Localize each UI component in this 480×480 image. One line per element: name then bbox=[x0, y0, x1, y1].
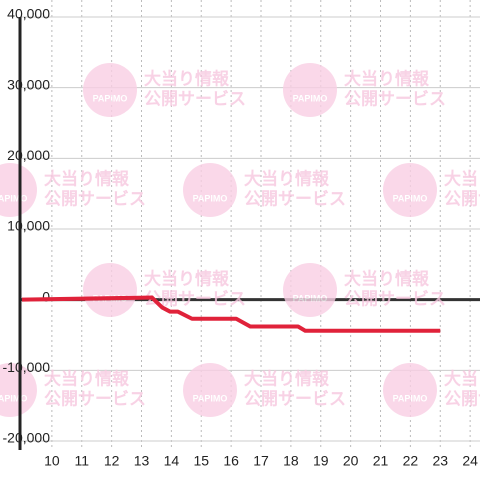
watermark-text: 大当り情報 bbox=[144, 268, 230, 288]
watermark-text: 公開サービス bbox=[144, 289, 246, 308]
y-tick-label: 0 bbox=[42, 288, 50, 304]
watermark-logo bbox=[183, 163, 237, 217]
x-tick-label: 12 bbox=[104, 453, 120, 469]
watermark-logo-text: PAPIMO bbox=[93, 93, 128, 103]
watermark-logo bbox=[83, 63, 137, 117]
watermark-text: 公開サービス bbox=[44, 389, 146, 408]
x-tick-label: 11 bbox=[74, 453, 89, 469]
watermark-text: 公開サービス bbox=[44, 189, 146, 208]
watermark-text: 公開サービス bbox=[244, 389, 346, 408]
watermark-logo-text: PAPIMO bbox=[293, 293, 328, 303]
x-tick-label: 21 bbox=[373, 453, 389, 469]
y-tick-label: 40,000 bbox=[7, 6, 50, 22]
y-tick-label: 10,000 bbox=[7, 218, 50, 234]
watermark-text: 大当り情報 bbox=[44, 168, 130, 188]
x-tick-label: 23 bbox=[432, 453, 448, 469]
watermark-logo-text: PAPIMO bbox=[393, 393, 428, 403]
watermark-logo bbox=[0, 363, 37, 417]
watermark-logo-text: PAPIMO bbox=[193, 193, 228, 203]
watermark-text: 大当り情報 bbox=[244, 368, 330, 388]
watermark: PAPIMO大当り情報公開サービスPAPIMO大当り情報公開サービスPAPIMO… bbox=[0, 63, 480, 417]
watermark-logo bbox=[383, 363, 437, 417]
data-line bbox=[21, 295, 441, 333]
watermark-text: 公開サービス bbox=[344, 89, 446, 108]
x-tick-label: 13 bbox=[134, 453, 150, 469]
y-tick-label: 30,000 bbox=[7, 76, 50, 92]
watermark-text: 大当り情報 bbox=[144, 68, 230, 88]
x-tick-label: 16 bbox=[223, 453, 239, 469]
watermark-text: 大当り情報 bbox=[444, 168, 480, 188]
watermark-logo bbox=[383, 163, 437, 217]
x-tick-label: 19 bbox=[313, 453, 329, 469]
watermark-logo-text: PAPIMO bbox=[0, 393, 27, 403]
watermark-logo-text: PAPIMO bbox=[0, 193, 27, 203]
watermark-logo bbox=[183, 363, 237, 417]
watermark-text: 大当り情報 bbox=[444, 368, 480, 388]
watermark-logo-text: PAPIMO bbox=[393, 193, 428, 203]
watermark-text: 大当り情報 bbox=[344, 268, 430, 288]
x-tick-label: 22 bbox=[403, 453, 419, 469]
watermark-text: 公開サービス bbox=[144, 89, 246, 108]
watermark-text: 大当り情報 bbox=[244, 168, 330, 188]
watermark-text: 公開サービス bbox=[344, 289, 446, 308]
watermark-logo bbox=[283, 263, 337, 317]
x-tick-label: 20 bbox=[343, 453, 359, 469]
watermark-logo bbox=[83, 263, 137, 317]
watermark-logo-text: PAPIMO bbox=[193, 393, 228, 403]
watermark-text: 大当り情報 bbox=[44, 368, 130, 388]
y-tick-label: 20,000 bbox=[7, 147, 50, 163]
watermark-logo bbox=[0, 163, 37, 217]
watermark-text: 公開サービス bbox=[444, 189, 480, 208]
watermark-text: 大当り情報 bbox=[344, 68, 430, 88]
watermark-text: 公開サービス bbox=[444, 389, 480, 408]
x-tick-label: 15 bbox=[193, 453, 209, 469]
watermark-text: 公開サービス bbox=[244, 189, 346, 208]
x-tick-label: 10 bbox=[44, 453, 60, 469]
y-tick-label: -20,000 bbox=[3, 430, 51, 446]
x-tick-label: 14 bbox=[164, 453, 180, 469]
x-tick-label: 17 bbox=[253, 453, 269, 469]
x-tick-label: 18 bbox=[283, 453, 299, 469]
y-tick-label: -10,000 bbox=[3, 359, 51, 375]
watermark-logo-text: PAPIMO bbox=[293, 93, 328, 103]
watermark-logo bbox=[283, 63, 337, 117]
x-tick-label: 24 bbox=[462, 453, 478, 469]
